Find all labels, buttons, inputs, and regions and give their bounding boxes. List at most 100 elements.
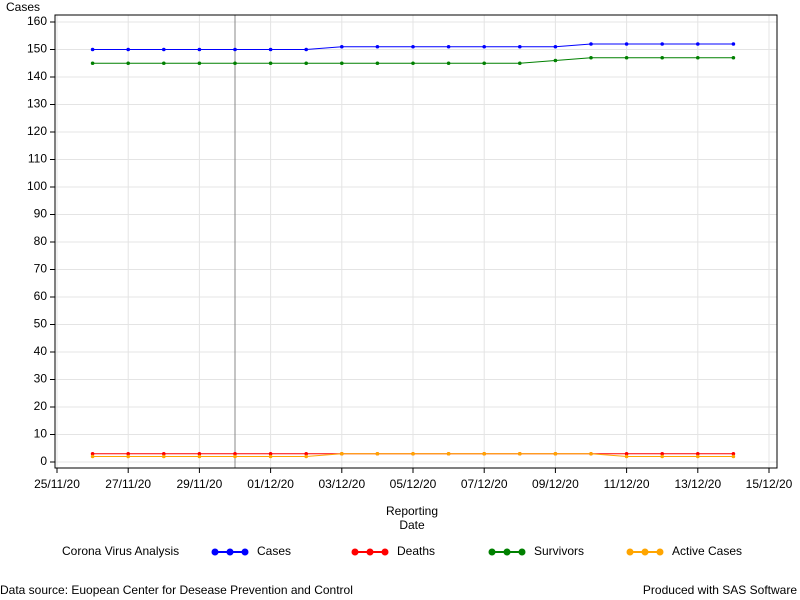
data-point <box>482 61 487 66</box>
y-tick-label: 50 <box>34 317 48 331</box>
data-point <box>197 451 202 456</box>
data-point <box>660 42 664 46</box>
legend-label: Active Cases <box>672 544 742 558</box>
x-tick-label: 01/12/20 <box>247 477 294 491</box>
data-point <box>411 451 415 456</box>
y-tick-label: 30 <box>34 372 48 386</box>
data-point <box>233 451 237 456</box>
data-point <box>624 42 629 46</box>
data-point <box>589 55 593 60</box>
data-point <box>624 55 629 60</box>
data-point <box>162 451 166 456</box>
data-point <box>197 47 202 52</box>
y-tick-label: 150 <box>27 42 47 56</box>
data-point <box>197 61 202 66</box>
data-point <box>624 454 629 459</box>
x-tick-label: 27/11/20 <box>105 477 151 491</box>
data-point <box>624 451 629 456</box>
x-tick-label: 03/12/20 <box>318 477 365 491</box>
legend-label: Deaths <box>397 544 435 558</box>
y-tick-label: 0 <box>40 454 47 468</box>
data-point <box>553 451 558 456</box>
y-tick-label: 60 <box>34 289 48 303</box>
legend-marker <box>641 548 649 556</box>
y-tick-label: 20 <box>34 399 48 413</box>
data-point <box>162 454 166 459</box>
footnote: Produced with SAS Software <box>643 583 797 597</box>
data-point <box>731 451 736 456</box>
data-point <box>518 61 522 66</box>
y-tick-label: 10 <box>34 427 48 441</box>
data-point <box>90 47 95 52</box>
data-point <box>233 454 237 459</box>
data-point <box>197 454 202 459</box>
data-point <box>304 61 309 66</box>
x-tick-label: 13/12/20 <box>674 477 721 491</box>
data-point <box>731 454 736 459</box>
legend-marker <box>351 548 359 556</box>
plot-frame <box>54 14 778 469</box>
x-tick-label: 09/12/20 <box>532 477 579 491</box>
legend-marker <box>241 548 249 556</box>
data-point <box>126 47 130 52</box>
data-point <box>731 42 736 46</box>
data-point <box>589 451 593 456</box>
data-point <box>660 454 664 459</box>
data-point <box>696 454 700 459</box>
data-point <box>482 451 487 456</box>
x-tick-label: 11/12/20 <box>604 477 650 491</box>
data-point <box>233 47 237 52</box>
legend-title: Corona Virus Analysis <box>62 544 179 558</box>
data-point <box>553 44 558 49</box>
data-point <box>589 42 593 46</box>
y-tick-label: 90 <box>34 207 48 221</box>
data-point <box>268 451 273 456</box>
data-point <box>126 61 130 66</box>
legend-marker <box>366 548 374 556</box>
y-tick-label: 130 <box>27 97 47 111</box>
data-point <box>268 454 273 459</box>
y-tick-label: 80 <box>34 234 48 248</box>
footnote: Data source: Euopean Center for Desease … <box>0 583 353 597</box>
y-tick-label: 70 <box>34 262 48 276</box>
legend-marker <box>226 548 234 556</box>
legend-marker <box>656 548 664 556</box>
data-point <box>518 44 522 49</box>
legend-marker <box>211 548 219 556</box>
y-tick-label: 120 <box>27 124 47 138</box>
data-point <box>375 44 380 49</box>
data-point <box>696 451 700 456</box>
legend-marker <box>488 548 496 556</box>
data-point <box>90 451 95 456</box>
data-point <box>518 451 522 456</box>
data-point <box>126 451 130 456</box>
data-point <box>90 454 95 459</box>
data-point <box>660 55 664 60</box>
y-tick-label: 40 <box>34 344 48 358</box>
data-point <box>340 44 344 49</box>
data-point <box>375 451 380 456</box>
x-tick-label: 05/12/20 <box>390 477 437 491</box>
legend-marker <box>503 548 511 556</box>
data-point <box>126 454 130 459</box>
data-point <box>304 451 309 456</box>
data-point <box>553 58 558 63</box>
data-point <box>268 47 273 52</box>
x-tick-label: 07/12/20 <box>461 477 508 491</box>
data-point <box>268 61 273 66</box>
data-point <box>233 61 237 66</box>
legend-label: Cases <box>257 544 291 558</box>
data-point <box>482 44 487 49</box>
data-point <box>162 61 166 66</box>
x-tick-label: 15/12/20 <box>746 477 793 491</box>
data-point <box>340 451 344 456</box>
data-point <box>375 61 380 66</box>
data-point <box>304 454 309 459</box>
data-point <box>340 61 344 66</box>
x-tick-label: 25/11/20 <box>34 477 80 491</box>
data-point <box>304 47 309 52</box>
x-tick-label: 29/11/20 <box>176 477 222 491</box>
legend-marker <box>518 548 526 556</box>
